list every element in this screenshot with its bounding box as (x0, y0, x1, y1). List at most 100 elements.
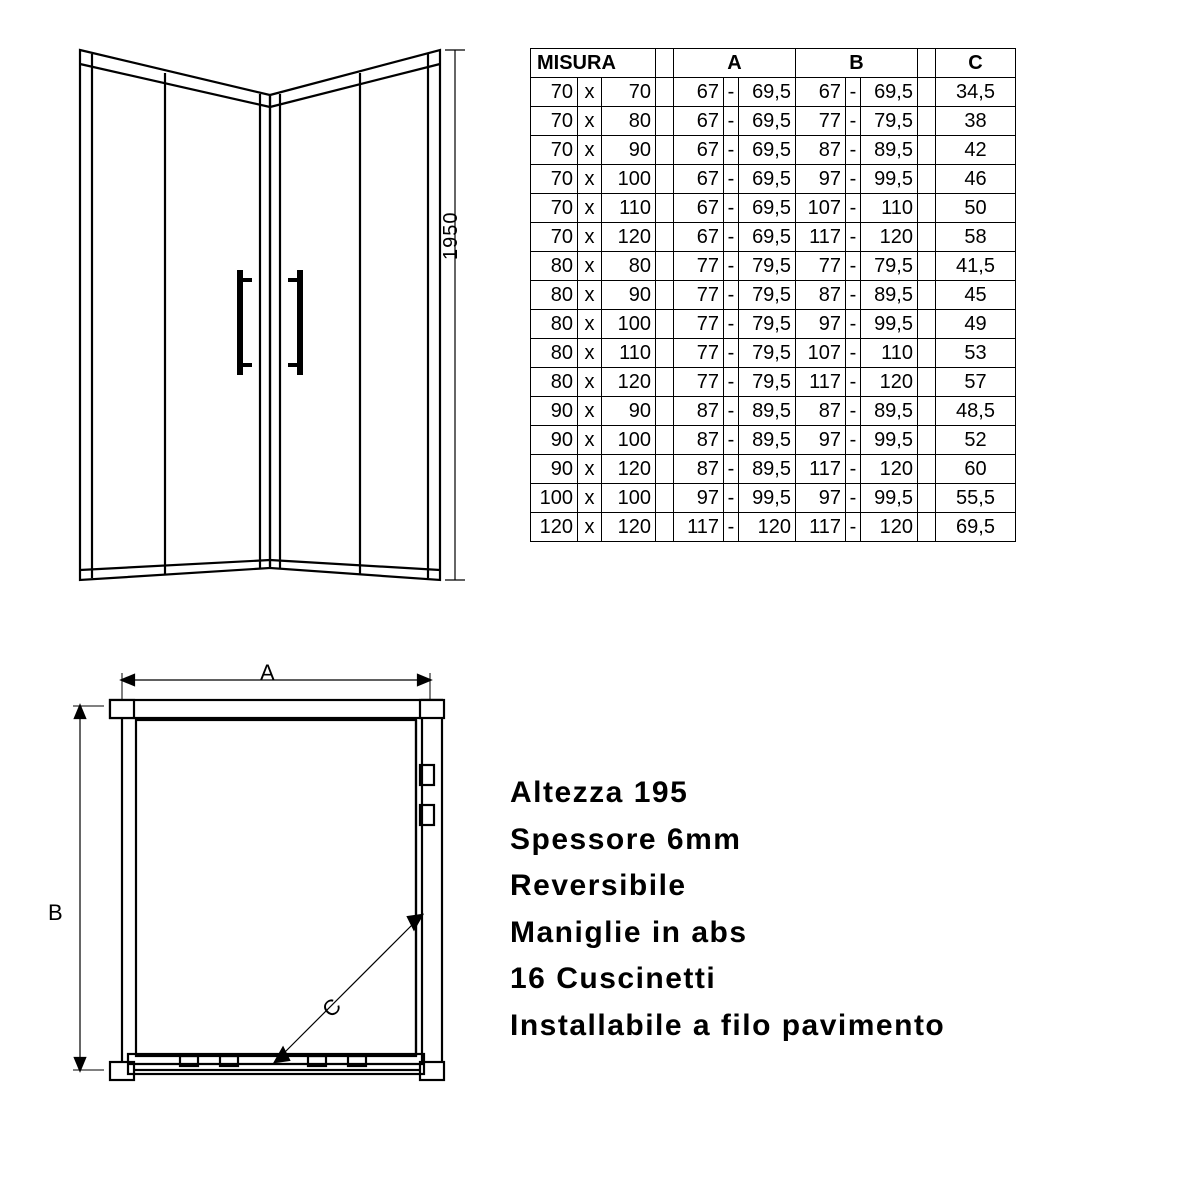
cell-a2: 69,5 (739, 78, 796, 107)
cell-c: 58 (936, 223, 1016, 252)
cell-b1: 97 (796, 310, 846, 339)
cell-a1: 77 (674, 310, 724, 339)
cell-spacer (656, 455, 674, 484)
cell-b1: 117 (796, 455, 846, 484)
cell-spacer (918, 455, 936, 484)
cell-b1: 87 (796, 136, 846, 165)
cell-bdash: - (846, 281, 861, 310)
cell-a1: 87 (674, 397, 724, 426)
cell-adash: - (724, 252, 739, 281)
table-row: 70x10067-69,597-99,546 (531, 165, 1016, 194)
cell-m1: 70 (531, 136, 578, 165)
cell-a2: 79,5 (739, 368, 796, 397)
cell-spacer (656, 310, 674, 339)
cell-bdash: - (846, 310, 861, 339)
cell-a2: 69,5 (739, 136, 796, 165)
cell-bdash: - (846, 78, 861, 107)
cell-b2: 120 (861, 223, 918, 252)
cell-b1: 107 (796, 339, 846, 368)
cell-spacer (918, 426, 936, 455)
cell-spacer (656, 136, 674, 165)
cell-c: 41,5 (936, 252, 1016, 281)
cell-b2: 69,5 (861, 78, 918, 107)
cell-spacer (656, 107, 674, 136)
cell-c: 49 (936, 310, 1016, 339)
cell-x: x (578, 455, 602, 484)
cell-a2: 69,5 (739, 194, 796, 223)
cell-spacer (918, 513, 936, 542)
cell-b1: 107 (796, 194, 846, 223)
cell-a1: 67 (674, 78, 724, 107)
cell-adash: - (724, 78, 739, 107)
cell-b2: 120 (861, 513, 918, 542)
cell-b1: 117 (796, 223, 846, 252)
cell-a1: 67 (674, 107, 724, 136)
table-row: 70x7067-69,567-69,534,5 (531, 78, 1016, 107)
spec-line: Altezza 195 (510, 770, 945, 817)
spec-line: 16 Cuscinetti (510, 956, 945, 1003)
cell-a1: 117 (674, 513, 724, 542)
cell-bdash: - (846, 339, 861, 368)
cell-a2: 89,5 (739, 455, 796, 484)
table-row: 80x8077-79,577-79,541,5 (531, 252, 1016, 281)
cell-c: 34,5 (936, 78, 1016, 107)
cell-m2: 90 (602, 397, 656, 426)
cell-bdash: - (846, 223, 861, 252)
cell-b1: 77 (796, 252, 846, 281)
cell-m1: 70 (531, 78, 578, 107)
cell-bdash: - (846, 455, 861, 484)
cell-spacer (656, 513, 674, 542)
cell-spacer (918, 310, 936, 339)
cell-adash: - (724, 513, 739, 542)
cell-adash: - (724, 310, 739, 339)
spec-line: Maniglie in abs (510, 910, 945, 957)
cell-a2: 69,5 (739, 107, 796, 136)
cell-m2: 100 (602, 165, 656, 194)
cell-c: 52 (936, 426, 1016, 455)
cell-x: x (578, 165, 602, 194)
cell-b2: 99,5 (861, 310, 918, 339)
cell-adash: - (724, 223, 739, 252)
cell-a1: 77 (674, 252, 724, 281)
cell-m1: 80 (531, 310, 578, 339)
cell-b1: 117 (796, 513, 846, 542)
cell-x: x (578, 426, 602, 455)
cell-c: 53 (936, 339, 1016, 368)
cell-b1: 97 (796, 484, 846, 513)
cell-bdash: - (846, 397, 861, 426)
cell-m1: 80 (531, 368, 578, 397)
cell-adash: - (724, 281, 739, 310)
cell-spacer (656, 223, 674, 252)
cell-bdash: - (846, 136, 861, 165)
cell-x: x (578, 513, 602, 542)
table-row: 80x10077-79,597-99,549 (531, 310, 1016, 339)
cell-m2: 110 (602, 339, 656, 368)
cell-b2: 120 (861, 455, 918, 484)
cell-x: x (578, 281, 602, 310)
cell-a2: 69,5 (739, 165, 796, 194)
spec-line: Installabile a filo pavimento (510, 1003, 945, 1050)
cell-a1: 97 (674, 484, 724, 513)
cell-c: 57 (936, 368, 1016, 397)
cell-b1: 97 (796, 426, 846, 455)
header-misura: MISURA (531, 49, 656, 78)
cell-c: 50 (936, 194, 1016, 223)
table-row: 70x8067-69,577-79,538 (531, 107, 1016, 136)
cell-x: x (578, 368, 602, 397)
cell-adash: - (724, 165, 739, 194)
cell-a1: 87 (674, 426, 724, 455)
cell-spacer (918, 194, 936, 223)
cell-spacer (918, 223, 936, 252)
table-row: 120x120117-120117-12069,5 (531, 513, 1016, 542)
cell-c: 55,5 (936, 484, 1016, 513)
cell-a2: 79,5 (739, 252, 796, 281)
cell-a1: 87 (674, 455, 724, 484)
cell-spacer (918, 252, 936, 281)
table-row: 80x9077-79,587-89,545 (531, 281, 1016, 310)
specifications-block: Altezza 195Spessore 6mmReversibileManigl… (510, 770, 945, 1049)
cell-spacer (918, 107, 936, 136)
cell-a2: 89,5 (739, 397, 796, 426)
cell-b2: 99,5 (861, 165, 918, 194)
height-dimension-label: 1950 (440, 212, 463, 261)
cell-m1: 80 (531, 339, 578, 368)
